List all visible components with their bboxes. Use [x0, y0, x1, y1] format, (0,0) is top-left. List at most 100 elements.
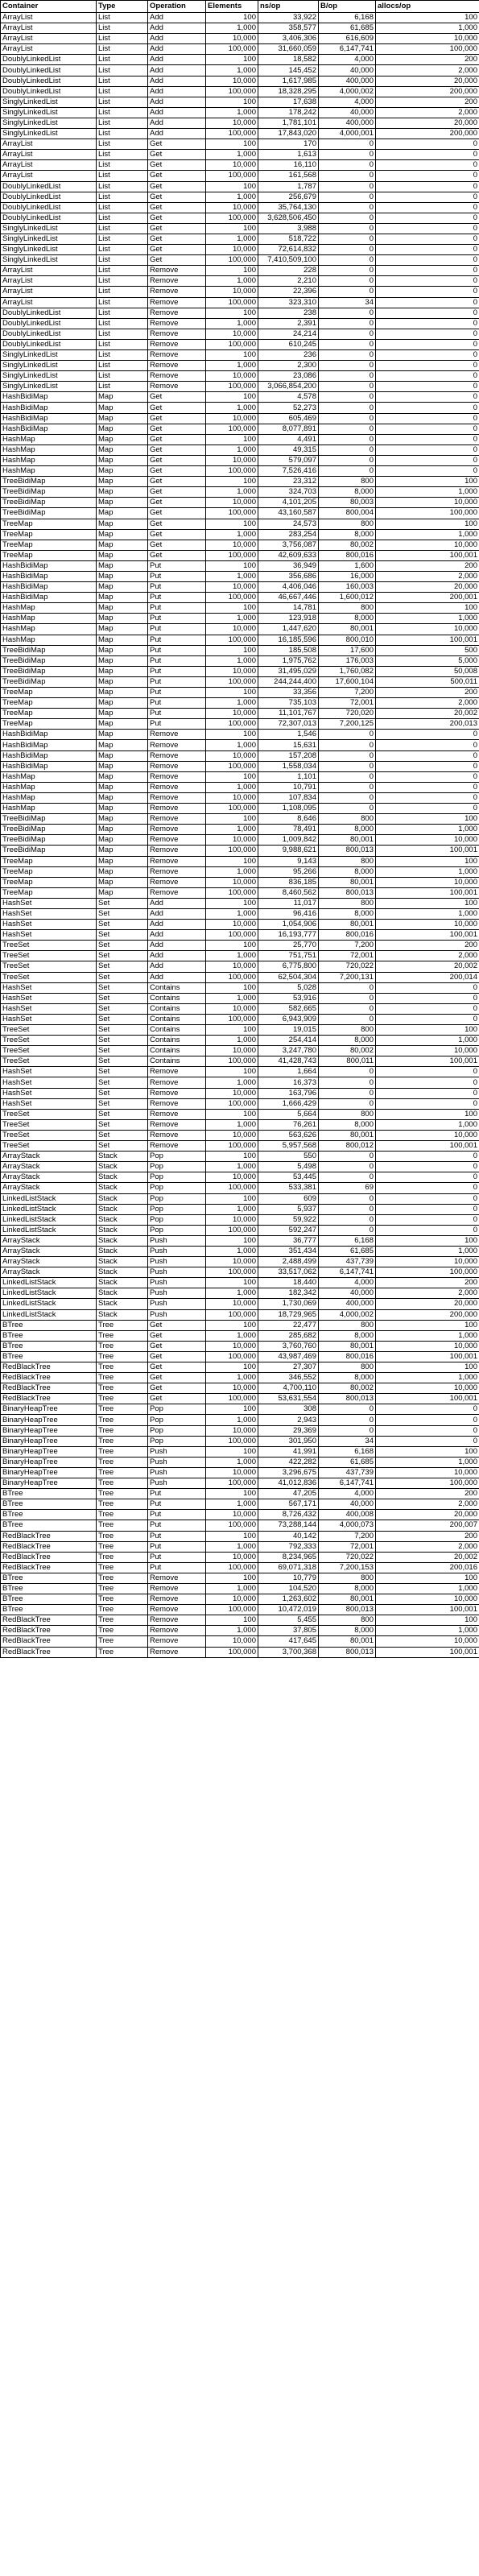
cell-type: Map: [96, 708, 148, 720]
cell-ns-op: 9,143: [258, 855, 319, 867]
table-row: SinglyLinkedList List Get 100,000 7,410,509,…: [0, 254, 479, 267]
table-row: TreeMap Map Remove 100 9,143 800 100: [0, 855, 479, 867]
cell-b-op: 0: [318, 803, 376, 815]
cell-ns-op: 170: [258, 139, 319, 151]
cell-type: Set: [96, 992, 148, 1004]
cell-type: Map: [96, 750, 148, 762]
cell-allocs-op: 0: [375, 233, 479, 246]
cell-elements: 100: [205, 433, 258, 445]
cell-allocs-op: 50,008: [375, 665, 479, 677]
cell-allocs-op: 0: [375, 275, 479, 287]
cell-operation: Get: [147, 391, 206, 403]
table-row: RedBlackTree Tree Get 10,000 4,700,110 80,002…: [0, 1383, 479, 1395]
cell-type: List: [96, 307, 148, 319]
table-row: HashSet Set Contains 100 5,028 0 0: [0, 982, 479, 994]
header-allocs-op: allocs/op: [375, 0, 479, 13]
cell-container: LinkedListStack: [0, 1277, 97, 1289]
cell-allocs-op: 0: [375, 381, 479, 393]
cell-container: BinaryHeapTree: [0, 1435, 97, 1447]
table-row: HashMap Map Put 1,000 123,918 8,000 1,000: [0, 613, 479, 625]
cell-elements: 10,000: [205, 412, 258, 424]
cell-b-op: 8,000: [318, 1372, 376, 1384]
cell-type: Map: [96, 486, 148, 498]
cell-container: ArrayStack: [0, 1151, 97, 1163]
table-row: HashMap Map Put 10,000 1,447,620 80,001 10,000: [0, 623, 479, 635]
table-row: SinglyLinkedList List Add 100 17,638 4,000 200: [0, 96, 479, 108]
table-row: HashBidiMap Map Get 100,000 8,077,891 0 0: [0, 423, 479, 435]
cell-allocs-op: 10,000: [375, 497, 479, 509]
cell-operation: Get: [147, 1361, 206, 1374]
cell-b-op: 0: [318, 244, 376, 256]
cell-b-op: 800,013: [318, 1646, 376, 1658]
cell-allocs-op: 1,000: [375, 1372, 479, 1384]
cell-b-op: 17,600: [318, 644, 376, 656]
cell-b-op: 8,000: [318, 486, 376, 498]
cell-type: List: [96, 286, 148, 298]
table-row: BinaryHeapTree Tree Push 100,000 41,012,836 6…: [0, 1478, 479, 1490]
cell-container: ArrayStack: [0, 1161, 97, 1173]
header-container: Container: [0, 0, 97, 13]
cell-b-op: 0: [318, 771, 376, 783]
cell-allocs-op: 0: [375, 360, 479, 372]
cell-container: ArrayList: [0, 275, 97, 287]
table-row: HashBidiMap Map Get 100 4,578 0 0: [0, 391, 479, 403]
cell-operation: Get: [147, 465, 206, 478]
cell-operation: Contains: [147, 992, 206, 1004]
cell-allocs-op: 20,000: [375, 1509, 479, 1521]
cell-type: Tree: [96, 1646, 148, 1658]
cell-ns-op: 69,071,318: [258, 1561, 319, 1573]
cell-type: Stack: [96, 1309, 148, 1321]
cell-container: DoublyLinkedList: [0, 338, 97, 351]
cell-type: Set: [96, 1108, 148, 1120]
cell-allocs-op: 2,000: [375, 1288, 479, 1300]
cell-elements: 1,000: [205, 486, 258, 498]
cell-allocs-op: 200: [375, 54, 479, 66]
cell-b-op: 4,000,002: [318, 85, 376, 97]
cell-type: Stack: [96, 1298, 148, 1310]
cell-elements: 100: [205, 222, 258, 234]
cell-elements: 100,000: [205, 549, 258, 561]
cell-b-op: 1,600: [318, 560, 376, 572]
header-row: Container Type Operation Elements ns/op …: [0, 0, 479, 13]
cell-type: Tree: [96, 1499, 148, 1511]
cell-container: TreeSet: [0, 1045, 97, 1057]
cell-ns-op: 3,700,368: [258, 1646, 319, 1658]
cell-b-op: 6,168: [318, 11, 376, 24]
cell-b-op: 1,600,012: [318, 592, 376, 604]
cell-operation: Push: [147, 1245, 206, 1258]
cell-ns-op: 145,452: [258, 64, 319, 76]
cell-b-op: 8,000: [318, 1035, 376, 1047]
table-row: DoublyLinkedList List Remove 10,000 24,214 0 0: [0, 328, 479, 340]
cell-operation: Add: [147, 33, 206, 45]
cell-allocs-op: 0: [375, 296, 479, 308]
cell-operation: Add: [147, 128, 206, 140]
cell-container: BinaryHeapTree: [0, 1456, 97, 1468]
cell-b-op: 800: [318, 1023, 376, 1036]
cell-elements: 1,000: [205, 233, 258, 246]
cell-type: Tree: [96, 1540, 148, 1553]
cell-operation: Remove: [147, 781, 206, 793]
cell-type: Set: [96, 950, 148, 962]
cell-ns-op: 3,066,854,200: [258, 381, 319, 393]
cell-allocs-op: 100: [375, 1361, 479, 1374]
cell-type: List: [96, 370, 148, 382]
cell-operation: Remove: [147, 328, 206, 340]
cell-allocs-op: 100,001: [375, 1350, 479, 1363]
cell-type: List: [96, 149, 148, 161]
cell-elements: 1,000: [205, 1118, 258, 1131]
cell-elements: 100: [205, 644, 258, 656]
cell-ns-op: 792,333: [258, 1540, 319, 1553]
cell-elements: 100: [205, 982, 258, 994]
cell-operation: Put: [147, 560, 206, 572]
cell-container: SinglyLinkedList: [0, 96, 97, 108]
cell-type: Map: [96, 497, 148, 509]
cell-allocs-op: 0: [375, 328, 479, 340]
cell-type: Map: [96, 845, 148, 857]
cell-ns-op: 301,950: [258, 1435, 319, 1447]
cell-ns-op: 59,922: [258, 1214, 319, 1226]
cell-ns-op: 18,582: [258, 54, 319, 66]
cell-type: Stack: [96, 1161, 148, 1173]
table-row: DoublyLinkedList List Get 10,000 35,764,130 0…: [0, 201, 479, 213]
cell-type: Set: [96, 1023, 148, 1036]
cell-ns-op: 41,012,836: [258, 1478, 319, 1490]
